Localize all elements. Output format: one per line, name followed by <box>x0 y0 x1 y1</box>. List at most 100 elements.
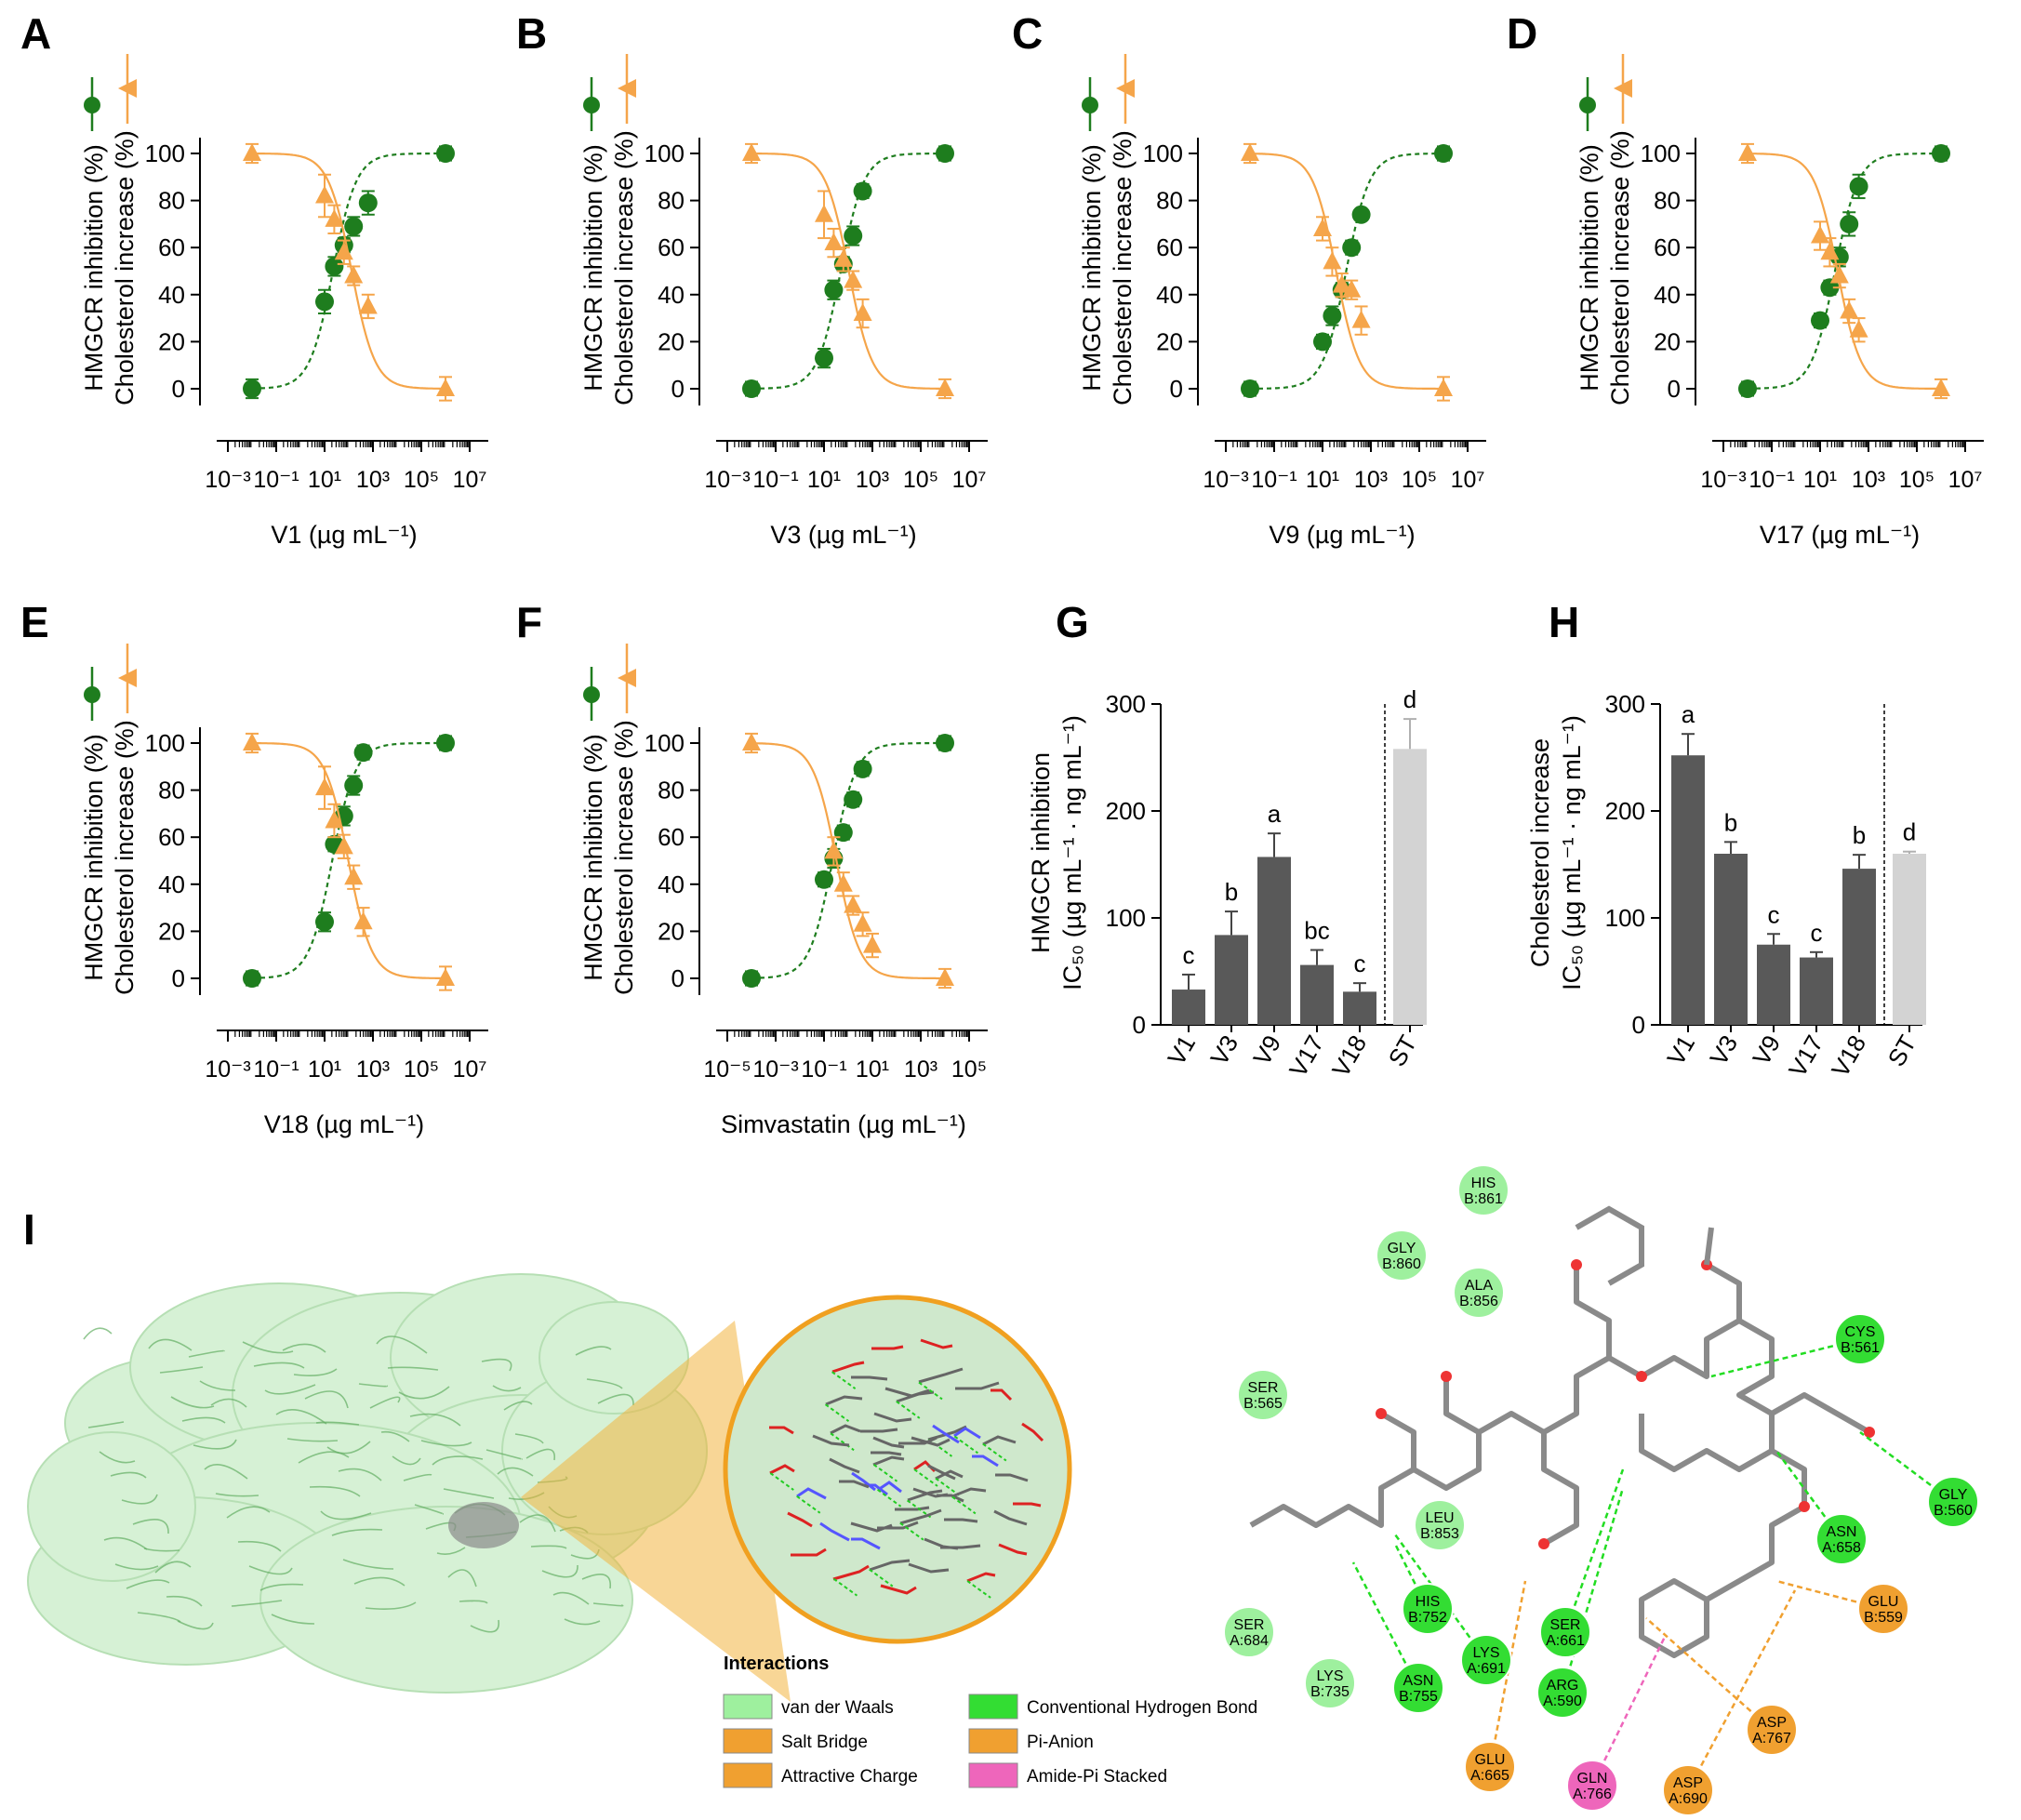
data-point-hmgcr <box>1323 306 1342 325</box>
ligand-bond <box>839 1480 870 1489</box>
legend-label: Amide-Pi Stacked <box>1027 1767 1167 1787</box>
data-point-cholesterol <box>833 248 853 267</box>
y-axis-label-hmgcr: HMGCR inhibition (%) <box>80 734 108 981</box>
data-point-hmgcr <box>815 349 833 368</box>
legend-label: Conventional Hydrogen Bond <box>1027 1698 1257 1718</box>
residue-number: A:661 <box>1546 1633 1585 1649</box>
fit-curve-hmgcr <box>1250 153 1443 390</box>
data-point-hmgcr <box>1932 144 1950 163</box>
data-point-cholesterol <box>853 303 872 322</box>
ribbon <box>398 1386 450 1400</box>
legend-label: Pi-Anion <box>1027 1733 1094 1752</box>
ligand-bond <box>871 1345 904 1350</box>
x-tick-label: 10⁻³ <box>1700 467 1746 493</box>
legend-title: Interactions <box>724 1654 829 1674</box>
y-tick-label: 300 <box>1605 690 1645 718</box>
x-tick-label: 10¹ <box>1803 467 1837 493</box>
residue-number: A:665 <box>1470 1768 1509 1784</box>
data-point-hmgcr <box>436 734 455 752</box>
data-point-cholesterol <box>315 777 334 796</box>
data-point-hmgcr <box>853 759 872 778</box>
oxygen-atom <box>1799 1501 1810 1512</box>
hbond-line <box>935 1477 960 1496</box>
ribbon <box>181 1416 226 1424</box>
data-point-cholesterol <box>1849 319 1868 338</box>
residue-number: A:767 <box>1752 1731 1791 1747</box>
hbond-line <box>966 1580 991 1599</box>
x-tick-label: 10⁻⁵ <box>703 1056 751 1083</box>
data-point-hmgcr <box>243 379 261 398</box>
ribbon <box>326 1441 371 1455</box>
y-tick-label: 80 <box>1156 187 1183 215</box>
legend-marker-cholesterol <box>618 79 636 98</box>
x-tick-label: 10⁵ <box>951 1056 987 1083</box>
residue-number: A:690 <box>1669 1791 1708 1807</box>
ribbon <box>387 1366 439 1371</box>
residue-circle <box>1539 1606 1591 1658</box>
ribbon <box>137 1612 181 1623</box>
panel-C: C 0 20 40 60 80 100 10⁻³ 10⁻¹ 10¹ 10³ 10⁵ 10⁷ V9 (µg … <box>1012 9 1486 549</box>
x-tick-label: 10⁵ <box>404 1056 439 1083</box>
panel-D: D 0 20 40 60 80 100 10⁻³ 10⁻¹ 10¹ 10³ 10⁵ 10⁷ V17 (µg… <box>1507 9 1984 549</box>
y-tick-label: 80 <box>658 187 685 215</box>
interaction-diagram: HISB:861GLYB:860ALAB:856SERB:565CYSB:561… <box>1223 1164 1979 1816</box>
panel-H: H 0 100 200 300 Cholesterol increase IC₅₀ (µg … <box>1526 598 1926 1082</box>
y-tick-label: 40 <box>1156 281 1183 309</box>
x-tick-label: 10⁵ <box>903 467 938 493</box>
ribbon <box>159 1366 204 1374</box>
ribbon <box>126 1579 170 1589</box>
residue-circle <box>1402 1583 1454 1635</box>
zoomed-ligand <box>769 1338 1044 1599</box>
y-tick-label: 60 <box>158 823 185 851</box>
x-tick-label: 10³ <box>356 467 390 493</box>
data-point-cholesterol <box>1738 143 1757 161</box>
ligand-bond <box>995 1473 1029 1482</box>
legend-swatch <box>723 1694 773 1720</box>
legend-marker-hmgcr <box>583 97 600 113</box>
hbond-line <box>869 1568 894 1588</box>
ligand-bond <box>912 1487 949 1498</box>
surface-lobe <box>259 1506 633 1694</box>
ribbon <box>248 1565 293 1575</box>
data-point-cholesterol <box>344 265 364 284</box>
y-axis-label-cholesterol: Cholesterol increase (%) <box>610 130 638 405</box>
x-tick-label: 10¹ <box>1306 467 1339 493</box>
ribbon <box>530 1545 567 1549</box>
residue-number: B:559 <box>1864 1610 1903 1626</box>
ribbon <box>114 1563 159 1571</box>
residue-number: B:861 <box>1464 1191 1503 1207</box>
hbond-line <box>872 1463 898 1482</box>
ligand-bond <box>908 1562 950 1574</box>
ligand-bond <box>860 1428 898 1433</box>
ligand-bond <box>932 1424 960 1444</box>
ribbon <box>552 1591 590 1605</box>
y-axis-label-cholesterol: Cholesterol increase (%) <box>111 130 139 405</box>
x-tick-label: 10⁻³ <box>205 467 250 493</box>
ribbon <box>298 1451 350 1464</box>
interaction-line <box>1563 1468 1625 1633</box>
fit-curve-cholesterol <box>751 153 945 390</box>
y-axis-label-hmgcr: HMGCR inhibition (%) <box>1078 144 1106 392</box>
data-point-cholesterol <box>853 913 872 932</box>
interaction-line <box>1561 1487 1625 1694</box>
y-tick-label: 100 <box>645 729 685 757</box>
x-axis-label: V18 (µg mL⁻¹) <box>264 1110 424 1138</box>
y-axis-label: Cholesterol increase <box>1526 738 1554 967</box>
y-tick-label: 200 <box>1106 797 1146 825</box>
x-tick-label: V17 <box>1783 1030 1828 1082</box>
ligand-bond <box>873 1412 912 1423</box>
data-point-hmgcr <box>1434 144 1453 163</box>
ligand-bond <box>864 1483 888 1496</box>
ligand-bond <box>851 1375 888 1381</box>
data-point-cholesterol <box>334 836 353 855</box>
ligand-bond <box>871 1451 902 1456</box>
residue-name: HIS <box>1416 1594 1441 1610</box>
residue-circle <box>1566 1760 1618 1812</box>
bar-st <box>1893 854 1926 1025</box>
panel-letter: B <box>516 9 547 58</box>
hbond-line <box>953 1435 978 1455</box>
y-tick-label: 200 <box>1605 797 1645 825</box>
x-tick-label: 10³ <box>356 1056 390 1083</box>
